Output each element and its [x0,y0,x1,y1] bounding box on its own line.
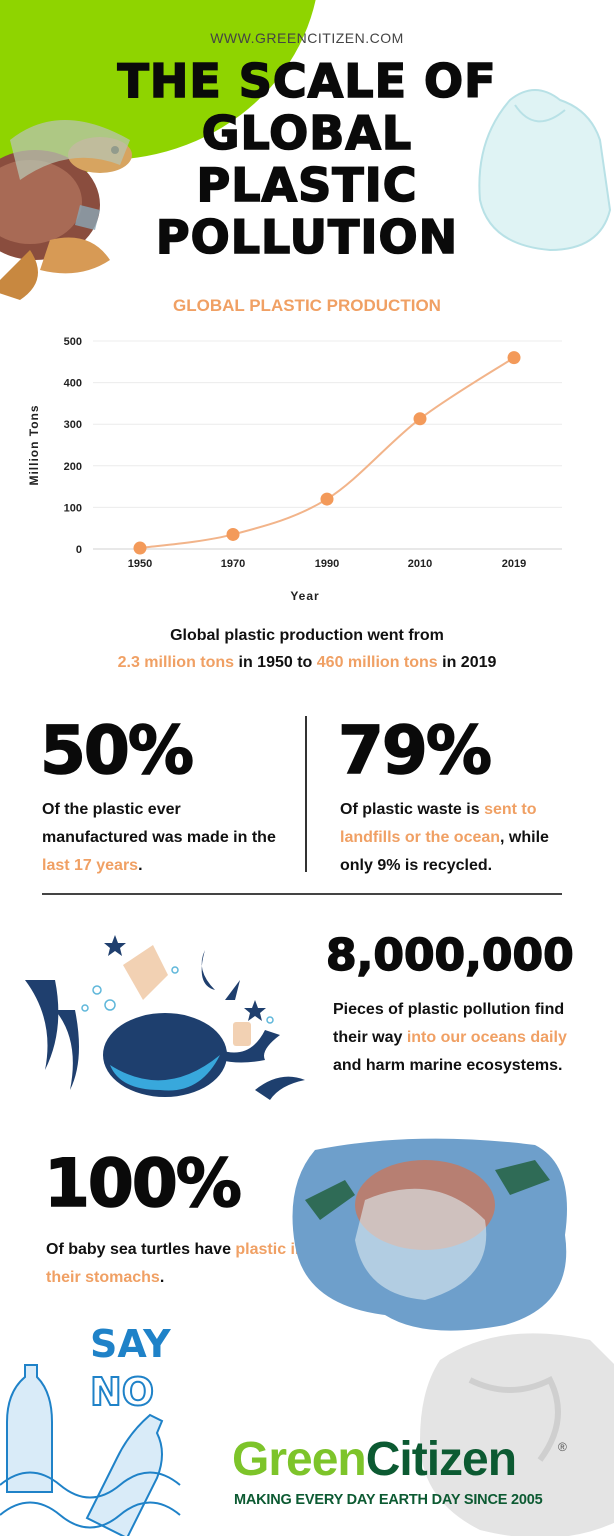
registered-mark: ® [558,1440,567,1454]
stat-turtles-value: 100% [43,1144,242,1223]
say-label: SAY [90,1322,171,1366]
page-title: THE SCALE OF GLOBAL PLASTIC POLLUTION [0,54,614,264]
stat-79-text: Of plastic waste is sent to landfills or… [340,796,580,880]
y-axis-label: Million Tons [27,404,41,485]
data-point [507,351,521,365]
stat-highlight: sent to landfills or the ocean [340,801,537,846]
stat-text: Pieces of plastic pollution find their w… [333,1001,565,1046]
plastic-bottles-illustration [0,1364,181,1536]
plastic-bag-illustration [478,89,612,252]
title-line-3: PLASTIC [196,158,418,212]
whale-illustration [25,935,305,1100]
logo-dark-text: Citizen [365,1433,517,1486]
x-tick-label: 2019 [502,558,526,570]
production-line-chart: 0 100 200 300 400 500 1950 1970 1990 2010 2019 Year… [0,330,614,610]
y-tick-label: 300 [64,419,82,431]
y-tick-label: 0 [76,544,82,556]
x-tick-label: 2010 [408,558,432,570]
summary-line-2: 2.3 million tons in 1950 to 460 million … [0,649,614,676]
y-tick-label: 200 [64,461,82,473]
stat-text-end: . [159,1269,165,1286]
stat-text-end: . [138,857,143,874]
crumpled-plastic-illustration [420,1333,614,1536]
horizontal-divider [42,893,562,895]
x-axis-label: Year [290,589,319,603]
turtle-plastic-illustration [0,120,132,300]
vertical-divider [305,716,307,872]
y-tick-label: 400 [64,378,82,390]
logo-green-text: Green [232,1433,367,1486]
tagline: MAKING EVERY DAY EARTH DAY SINCE 2005 [234,1492,543,1508]
title-line-1: THE SCALE OF [117,54,497,108]
summary-highlight-end: 460 million tons [316,654,438,671]
summary-text: in 1950 to [234,654,317,671]
title-line-4: POLLUTION [155,210,459,264]
summary-line-1: Global plastic production went from [170,627,444,644]
data-point [413,412,427,426]
data-point [133,541,147,555]
stat-highlight: last 17 years [42,857,139,874]
turtle-in-plastic-illustration [292,1138,567,1331]
stat-text-end: and harm marine ecosystems. [333,1057,563,1074]
production-summary: Global plastic production went from 2.3 … [0,622,614,676]
stat-text: Of baby sea turtles have [46,1241,236,1258]
summary-highlight-start: 2.3 million tons [117,654,235,671]
y-tick-label: 500 [64,336,82,348]
x-tick-label: 1970 [221,558,245,570]
stat-text-end: , while only 9% is recycled. [340,829,549,874]
series-line [139,356,515,550]
stat-ocean-value: 8,000,000 [325,929,574,982]
stat-79-value: 79% [337,711,492,790]
stat-ocean-text: Pieces of plastic pollution find their w… [333,996,573,1080]
stat-highlight: plastic in their stomachs [46,1241,305,1286]
stat-turtles-text: Of baby sea turtles have plastic in thei… [46,1236,306,1292]
stat-50-value: 50% [39,711,194,790]
stat-50-text: Of the plastic ever manufactured was mad… [42,796,282,880]
summary-text-end: in 2019 [437,654,497,671]
title-line-2: GLOBAL [201,106,413,160]
x-tick-label: 1990 [315,558,339,570]
greencitizen-logo: GreenCitizen [232,1433,517,1486]
data-point [226,527,240,541]
chart-title: GLOBAL PLASTIC PRODUCTION [173,296,441,315]
y-tick-label: 100 [64,502,82,514]
x-tick-label: 1950 [128,558,152,570]
stat-highlight: into our oceans daily [406,1029,567,1046]
stat-text: Of plastic waste is [340,801,485,818]
data-point [320,492,334,506]
stat-text: Of the plastic ever manufactured was mad… [42,801,276,846]
site-url: WWW.GREENCITIZEN.COM [210,30,404,46]
no-label: NO [89,1369,155,1415]
